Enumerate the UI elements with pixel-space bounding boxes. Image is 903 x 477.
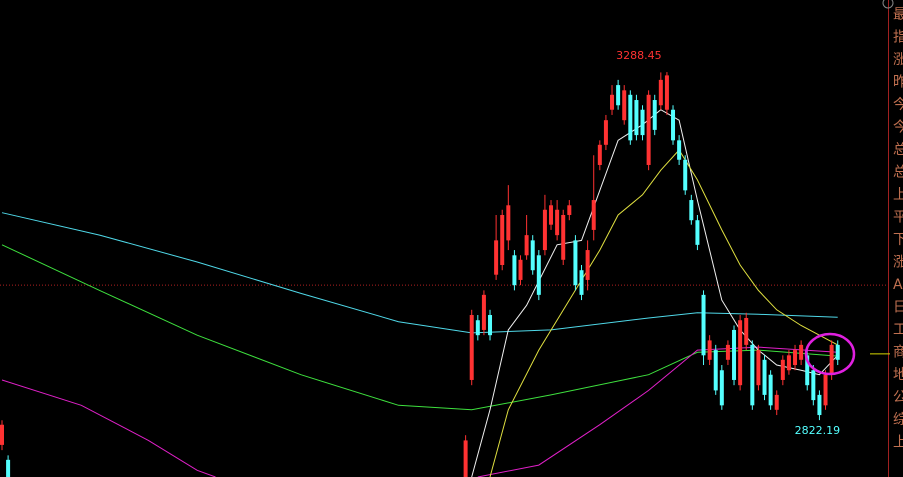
candle-body	[579, 270, 584, 295]
candle-body	[506, 205, 511, 241]
candle-body	[799, 344, 804, 360]
candle-body	[6, 459, 11, 477]
candle-body	[725, 344, 730, 360]
highlight-circle	[804, 332, 856, 376]
candle-body	[664, 75, 669, 110]
plot-area: 3288.45 2822.19	[0, 49, 890, 477]
candle-body	[768, 374, 773, 406]
candle-body	[780, 359, 785, 380]
candle-body	[597, 144, 602, 165]
candle-body	[640, 109, 645, 136]
candle-body	[616, 85, 621, 106]
candle-body	[628, 94, 633, 141]
candle-body	[750, 344, 755, 406]
candle-body	[713, 350, 718, 391]
side-label: 下	[893, 232, 903, 248]
candle-body	[524, 235, 529, 256]
candle-body	[835, 344, 840, 360]
candle-body	[756, 350, 761, 386]
side-label: 指	[893, 30, 903, 46]
candle-body	[689, 200, 694, 221]
candle-body	[738, 320, 743, 386]
side-label: 昨	[893, 75, 903, 91]
side-label: 涨	[893, 255, 903, 271]
candle-body	[500, 214, 505, 265]
side-label: A	[893, 277, 903, 293]
candle-body	[793, 350, 798, 366]
side-label: 最	[893, 7, 903, 23]
side-label: 今	[893, 120, 903, 136]
candle-body	[811, 370, 816, 401]
side-label: 综	[893, 412, 903, 428]
candle-body	[695, 220, 700, 245]
candle-body	[646, 94, 651, 165]
ma-line	[1, 244, 838, 411]
candle-body	[555, 209, 560, 236]
candle-body	[774, 394, 779, 410]
side-label: 商	[893, 345, 903, 361]
candle-body	[652, 100, 657, 130]
candle-body	[634, 100, 639, 136]
low-label: 2822.19	[795, 424, 841, 437]
candle-body	[481, 294, 486, 330]
candle-body	[707, 340, 712, 360]
candle-body	[518, 259, 523, 280]
candle-body	[469, 315, 474, 380]
candle-body	[622, 90, 627, 121]
candle-body	[732, 329, 737, 380]
candle-body	[671, 109, 676, 141]
candle-body	[829, 344, 834, 375]
side-label: 涨	[893, 52, 903, 68]
candle-body	[0, 424, 5, 445]
candle-body	[658, 79, 663, 106]
candle-body	[549, 205, 554, 225]
candle-body	[786, 355, 791, 371]
side-label: 地	[893, 367, 903, 383]
candle-body	[591, 200, 596, 230]
candle-body	[805, 355, 810, 386]
side-label: 公	[893, 390, 903, 406]
candle-body	[823, 374, 828, 406]
corner-marker	[882, 0, 894, 9]
candle-body	[530, 240, 535, 271]
candle-body	[762, 359, 767, 395]
candle-body	[719, 370, 724, 406]
candle-body	[585, 250, 590, 280]
candle-body	[817, 394, 822, 416]
high-label: 3288.45	[616, 49, 662, 62]
candle-body	[610, 94, 615, 110]
side-label: 日	[893, 300, 903, 316]
side-label: 工	[893, 322, 903, 338]
candle-body	[701, 294, 706, 356]
candle-body	[463, 440, 468, 477]
side-label: 总	[893, 165, 903, 181]
candle-body	[573, 240, 578, 286]
side-label: 平	[893, 210, 903, 226]
candle-body	[603, 120, 608, 145]
candle-body	[536, 255, 541, 295]
candle-body	[677, 140, 682, 160]
side-label: 上	[893, 187, 903, 203]
candle-body	[683, 159, 688, 191]
candle-body	[488, 315, 493, 336]
candle-body	[475, 320, 480, 336]
candle-body	[542, 209, 547, 251]
candle-body	[567, 205, 572, 215]
candle-body	[512, 255, 517, 286]
candle-body	[561, 214, 566, 260]
candle-body	[744, 318, 749, 345]
side-label: 今	[893, 97, 903, 113]
side-label: 上	[893, 435, 903, 451]
candle-body	[494, 240, 499, 275]
side-label: 总	[893, 142, 903, 158]
